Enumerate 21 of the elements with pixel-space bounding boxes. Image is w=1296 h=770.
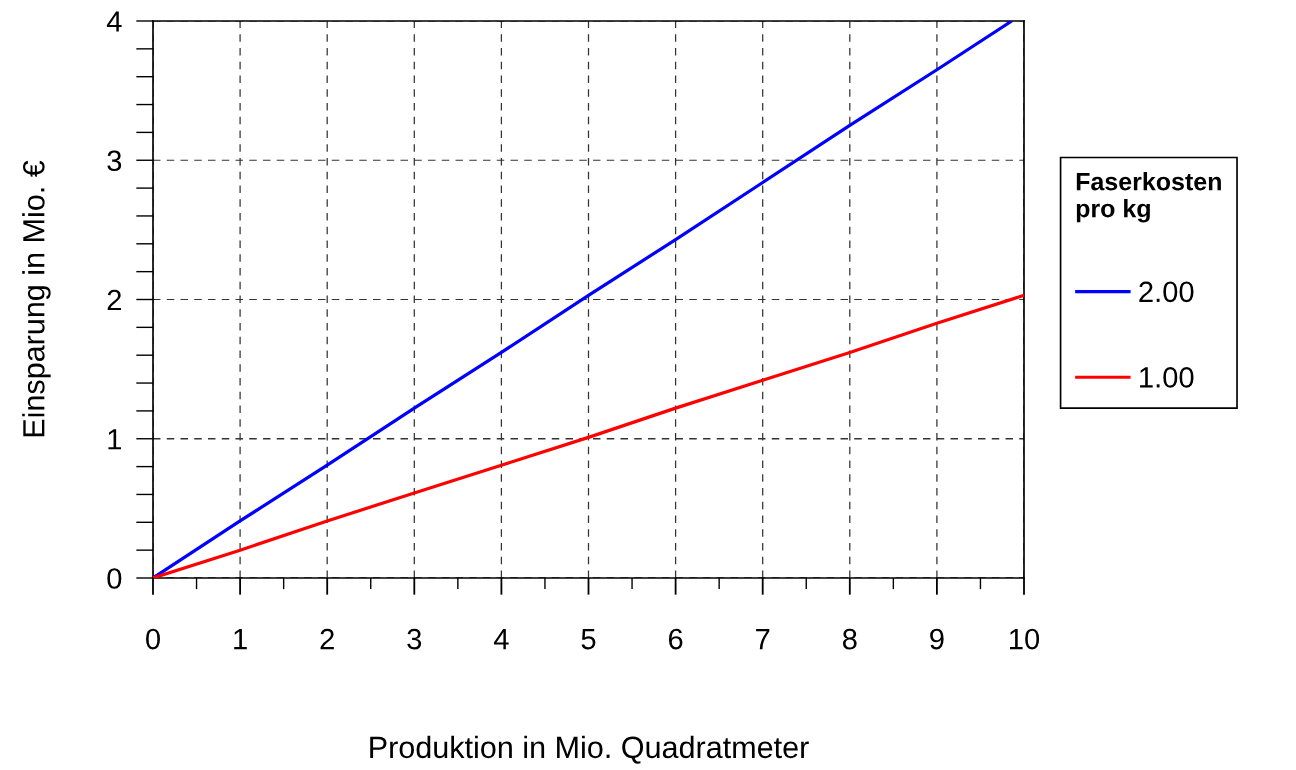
legend-label: 2.00 bbox=[1139, 281, 1194, 303]
x-tick-label: 8 bbox=[842, 628, 857, 650]
x-tick-label: 10 bbox=[1010, 628, 1040, 650]
x-tick-label: 6 bbox=[668, 628, 683, 650]
y-tick-label: 4 bbox=[106, 11, 122, 32]
x-tick-label: 3 bbox=[407, 628, 422, 650]
x-tick-label: 1 bbox=[234, 629, 247, 650]
x-tick-label: 7 bbox=[756, 629, 770, 650]
x-tick-label: 9 bbox=[930, 628, 944, 650]
legend-title: Faserkosten pro kg bbox=[1076, 172, 1221, 223]
x-tick-label: 2 bbox=[320, 628, 334, 650]
x-axis-title: Produktion in Mio. Quadratmeter bbox=[370, 735, 809, 764]
x-tick-label: 5 bbox=[581, 629, 596, 650]
x-tick-label: 0 bbox=[146, 628, 160, 650]
y-tick-label: 0 bbox=[107, 568, 122, 589]
y-tick-label: 2 bbox=[107, 289, 121, 311]
y-tick-label: 3 bbox=[107, 150, 122, 172]
x-tick-label: 4 bbox=[493, 629, 509, 650]
y-axis-title: Einsparung in Mio. € bbox=[22, 160, 51, 437]
legend-label: 1.00 bbox=[1140, 367, 1194, 388]
y-tick-label: 1 bbox=[108, 429, 122, 450]
